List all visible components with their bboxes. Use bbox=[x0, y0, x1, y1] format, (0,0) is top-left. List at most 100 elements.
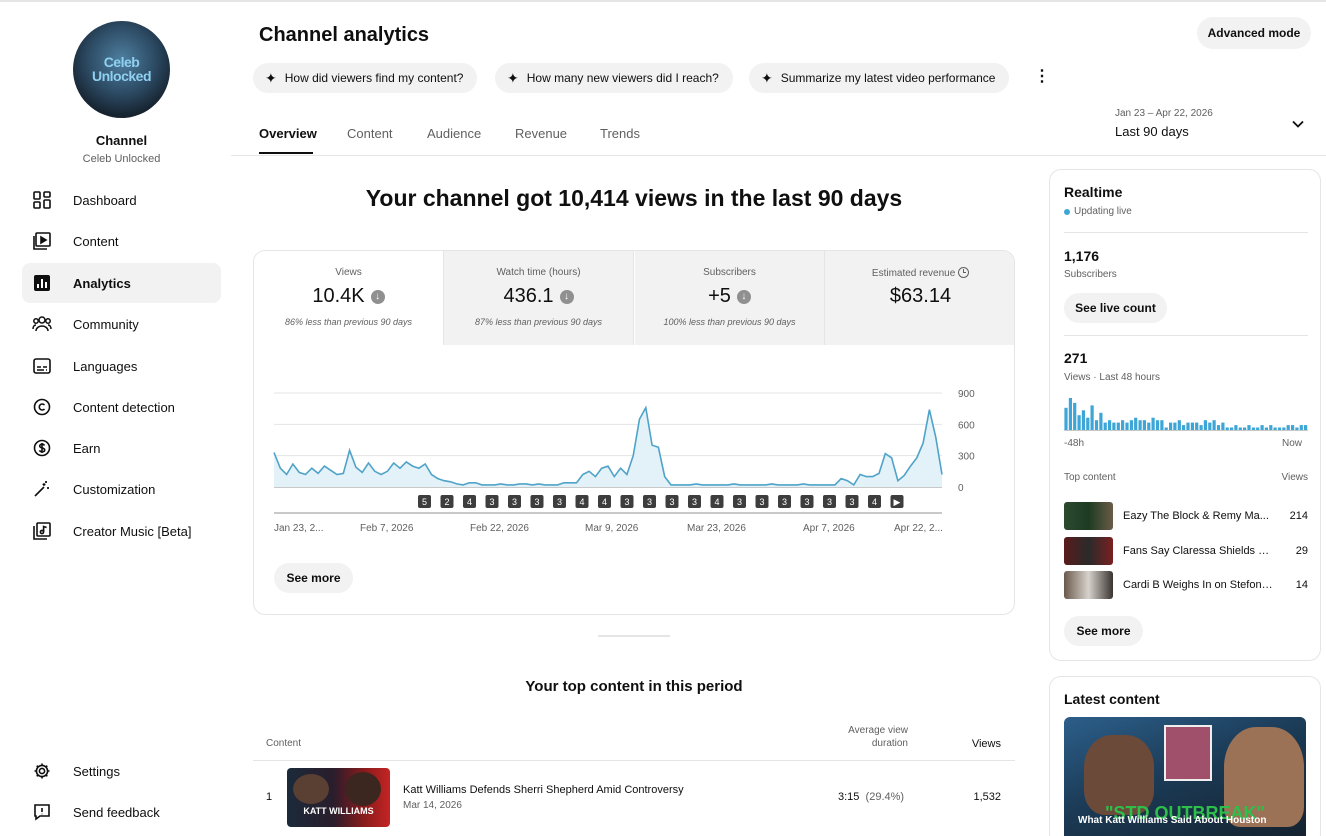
sidebar: Celeb Unlocked Channel Celeb Unlocked Da… bbox=[0, 0, 230, 836]
thumbnail-person bbox=[293, 774, 329, 804]
list-item[interactable]: Fans Say Claressa Shields K... 29 bbox=[1064, 536, 1308, 566]
sidebar-item-languages[interactable]: Languages bbox=[22, 346, 221, 386]
video-thumbnail[interactable]: KATT WILLIAMS bbox=[287, 768, 390, 827]
chevron-down-icon[interactable] bbox=[1290, 116, 1306, 132]
sidebar-item-content[interactable]: Content bbox=[22, 221, 221, 261]
item-title: Fans Say Claressa Shields K... bbox=[1123, 545, 1273, 557]
marker-box bbox=[665, 495, 679, 508]
sidebar-item-community[interactable]: Community bbox=[22, 304, 221, 344]
advanced-mode-button[interactable]: Advanced mode bbox=[1197, 17, 1311, 49]
sidebar-item-earn[interactable]: Earn bbox=[22, 428, 221, 468]
sidebar-item-customization[interactable]: Customization bbox=[22, 469, 221, 509]
sparkle-icon: ✦ bbox=[761, 69, 773, 86]
video-publish-marker[interactable]: ▶ bbox=[890, 495, 904, 508]
video-publish-marker[interactable]: 4 bbox=[463, 495, 476, 508]
video-publish-marker[interactable]: 3 bbox=[778, 495, 791, 508]
content-icon bbox=[32, 231, 52, 251]
realtime-bar bbox=[1264, 427, 1268, 430]
video-publish-marker[interactable]: 5 bbox=[418, 495, 431, 508]
realtime-see-more-button[interactable]: See more bbox=[1064, 616, 1143, 646]
marker-label: 3 bbox=[647, 497, 652, 507]
sidebar-item-dashboard[interactable]: Dashboard bbox=[22, 180, 221, 220]
realtime-bar bbox=[1216, 425, 1221, 430]
suggestion-chip-viewers[interactable]: ✦ How did viewers find my content? bbox=[253, 63, 478, 93]
marker-box bbox=[845, 495, 859, 508]
sidebar-item-label: Content detection bbox=[73, 399, 175, 415]
marker-label: ▶ bbox=[894, 497, 901, 507]
video-publish-marker[interactable]: 3 bbox=[508, 495, 521, 508]
gear-icon bbox=[32, 761, 52, 781]
sidebar-item-label: Languages bbox=[73, 358, 138, 374]
sidebar-item-content-detection[interactable]: Content detection bbox=[22, 387, 221, 427]
marker-box bbox=[800, 495, 814, 508]
video-publish-marker[interactable]: 4 bbox=[868, 495, 881, 508]
scroll-indicator bbox=[598, 635, 670, 637]
video-publish-marker[interactable]: 3 bbox=[530, 495, 544, 508]
marker-box bbox=[575, 495, 589, 508]
video-publish-marker[interactable]: 3 bbox=[485, 495, 499, 508]
metric-subscribers[interactable]: Subscribers +5 ↓ 100% less than previous … bbox=[635, 251, 825, 345]
avatar-logo-text: Celeb Unlocked bbox=[91, 54, 152, 84]
tab-overview[interactable]: Overview bbox=[259, 126, 317, 141]
more-options-icon[interactable]: ⋮ bbox=[1034, 68, 1050, 85]
video-publish-marker[interactable]: 3 bbox=[733, 495, 746, 508]
video-publish-marker[interactable]: 3 bbox=[755, 495, 769, 508]
suggestion-chip-new-viewers[interactable]: ✦ How many new viewers did I reach? bbox=[495, 63, 733, 93]
realtime-bar bbox=[1199, 425, 1203, 430]
list-item[interactable]: Eazy The Block & Remy Ma... 214 bbox=[1064, 501, 1308, 531]
see-live-count-button[interactable]: See live count bbox=[1064, 293, 1167, 323]
tab-audience[interactable]: Audience bbox=[427, 126, 482, 141]
realtime-bar-chart[interactable] bbox=[1064, 396, 1308, 432]
item-views: 214 bbox=[1289, 510, 1308, 522]
metric-watch-time[interactable]: Watch time (hours) 436.1 ↓ 87% less than … bbox=[444, 251, 634, 345]
metric-note: 87% less than previous 90 days bbox=[474, 317, 603, 327]
sidebar-item-analytics[interactable]: Analytics bbox=[22, 263, 221, 303]
see-more-button[interactable]: See more bbox=[274, 563, 353, 593]
metric-views[interactable]: Views 10.4K ↓ 86% less than previous 90 d… bbox=[254, 251, 444, 345]
sidebar-item-label: Community bbox=[73, 316, 139, 332]
video-publish-marker[interactable]: 3 bbox=[665, 495, 679, 508]
tabs-divider bbox=[231, 155, 1326, 156]
video-publish-marker[interactable]: 3 bbox=[620, 495, 634, 508]
realtime-views-count: 271 bbox=[1064, 350, 1088, 366]
column-header-avg-duration[interactable]: Average view duration bbox=[848, 725, 908, 749]
marker-label: 3 bbox=[737, 497, 742, 507]
video-publish-marker[interactable]: 3 bbox=[823, 495, 836, 508]
video-publish-marker[interactable]: 4 bbox=[710, 495, 724, 508]
column-header-views[interactable]: Views bbox=[971, 738, 1001, 750]
subtitles-icon bbox=[32, 356, 52, 376]
video-publish-marker[interactable]: 2 bbox=[440, 495, 454, 508]
realtime-bar bbox=[1142, 420, 1146, 430]
sidebar-item-creator-music[interactable]: Creator Music [Beta] bbox=[22, 511, 221, 551]
sidebar-item-send-feedback[interactable]: Send feedback bbox=[22, 792, 221, 832]
suggestion-chip-summarize[interactable]: ✦ Summarize my latest video performance bbox=[749, 63, 1010, 93]
sparkle-icon: ✦ bbox=[507, 69, 519, 86]
marker-label: 3 bbox=[827, 497, 832, 507]
tab-trends[interactable]: Trends bbox=[600, 126, 640, 141]
video-publish-marker[interactable]: 3 bbox=[845, 495, 859, 508]
metric-revenue[interactable]: Estimated revenue $63.14 bbox=[825, 251, 1014, 345]
video-publish-marker[interactable]: 3 bbox=[688, 495, 701, 508]
tab-content[interactable]: Content bbox=[347, 126, 393, 141]
marker-label: 3 bbox=[512, 497, 517, 507]
row-title[interactable]: Katt Williams Defends Sherri Shepherd Am… bbox=[403, 784, 684, 796]
channel-avatar[interactable]: Celeb Unlocked bbox=[73, 21, 170, 118]
date-range-label[interactable]: Last 90 days bbox=[1115, 124, 1189, 139]
realtime-bar bbox=[1138, 420, 1142, 430]
date-range-dates[interactable]: Jan 23 – Apr 22, 2026 bbox=[1115, 108, 1213, 119]
table-row[interactable]: 1 KATT WILLIAMS Katt Williams Defends Sh… bbox=[253, 762, 1015, 832]
latest-video-thumbnail[interactable]: "STD OUTBREAK" What Katt Williams Said A… bbox=[1064, 717, 1306, 836]
video-publish-marker[interactable]: 3 bbox=[800, 495, 814, 508]
marker-box bbox=[643, 495, 656, 508]
marker-label: 3 bbox=[669, 497, 674, 507]
sidebar-item-settings[interactable]: Settings bbox=[22, 751, 221, 791]
video-publish-marker[interactable]: 4 bbox=[575, 495, 589, 508]
metric-label: Estimated revenue bbox=[825, 267, 1014, 279]
video-publish-marker[interactable]: 3 bbox=[553, 495, 566, 508]
tab-revenue[interactable]: Revenue bbox=[515, 126, 568, 141]
video-publish-marker[interactable]: 4 bbox=[598, 495, 611, 508]
list-item[interactable]: Cardi B Weighs In on Stefon ... 14 bbox=[1064, 570, 1308, 600]
realtime-bar bbox=[1164, 427, 1168, 430]
video-publish-marker[interactable]: 3 bbox=[643, 495, 656, 508]
views-chart[interactable]: 900 600 300 0 5 2 4 3 3 3 3 4 4 3 3 3 3 4 3 3 3 3 3 3 4 ▶ Jan 23, … bbox=[254, 345, 1014, 575]
